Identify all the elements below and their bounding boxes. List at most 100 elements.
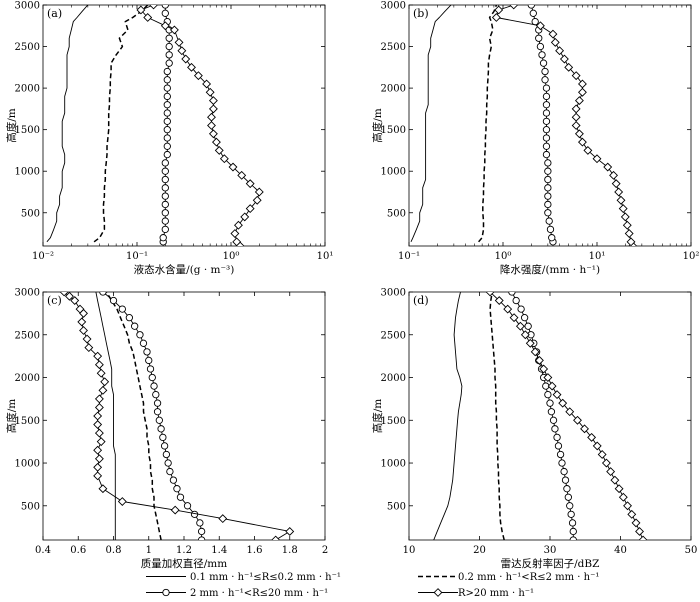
legend-marker — [433, 588, 443, 597]
y-tick-label: 1000 — [381, 459, 406, 470]
series-point — [84, 343, 94, 353]
series-point — [96, 437, 106, 447]
series-point — [240, 212, 250, 222]
x-tick-label: 1.4 — [211, 545, 227, 556]
series-point — [94, 454, 104, 464]
series-point — [611, 179, 621, 189]
series-point — [564, 493, 572, 501]
series-point — [271, 535, 281, 540]
series-point — [610, 475, 620, 485]
y-tick-label: 1500 — [15, 416, 40, 427]
x-tick-label: 50 — [685, 545, 698, 556]
series-point — [161, 192, 169, 200]
y-tick-label: 1000 — [15, 167, 40, 178]
series-2 — [489, 292, 505, 540]
series-point — [618, 204, 628, 214]
series-point — [161, 167, 169, 175]
y-tick-label: 2000 — [381, 84, 406, 95]
series-point — [544, 159, 552, 167]
series-point — [212, 137, 221, 147]
series-point — [164, 459, 172, 467]
series-point — [59, 292, 69, 297]
x-tick-label: 30 — [544, 545, 557, 556]
series-point — [574, 129, 584, 139]
series-point — [542, 142, 551, 150]
series-point — [558, 459, 566, 467]
series-point — [592, 441, 602, 451]
series-point — [547, 381, 557, 391]
series-point — [161, 175, 169, 184]
y-tick-label: 1500 — [381, 416, 406, 427]
series-point — [542, 134, 551, 142]
series-point — [561, 476, 570, 484]
y-axis-label: 高度/m — [5, 399, 18, 434]
series-point — [551, 425, 559, 433]
series-point — [173, 485, 181, 493]
series-point — [559, 54, 569, 64]
series-point — [542, 92, 551, 101]
series-point — [79, 326, 88, 335]
plot-frame — [42, 4, 326, 247]
x-tick-label: 40 — [614, 545, 627, 556]
chart-panel-c: 500 1000 1500 2000 2500 3000 0.4 0.6 0.8 1 1.2 1.4 1… — [5, 288, 328, 571]
panel-label: (c) — [47, 294, 62, 307]
series-point — [237, 170, 247, 180]
series-point — [568, 519, 577, 527]
series-point — [245, 179, 255, 189]
series-point — [614, 484, 624, 494]
y-tick-label: 2000 — [15, 373, 40, 384]
y-tick-label: 500 — [387, 501, 406, 512]
series-point — [146, 365, 155, 373]
series-line — [105, 292, 162, 540]
series-point — [544, 184, 552, 192]
series-point — [569, 527, 577, 536]
series-point — [515, 321, 525, 331]
y-tick-label: 500 — [21, 501, 40, 512]
y-tick-label: 2500 — [15, 42, 40, 53]
legend-item-2: 0.2 mm · h⁻¹<R≤2 mm · h⁻¹ — [418, 572, 599, 583]
series-line — [95, 292, 116, 540]
series-point — [163, 92, 171, 101]
series-point — [93, 351, 103, 361]
x-tick-label: 10⁻² — [32, 251, 54, 262]
series-point — [539, 364, 549, 374]
series-point — [161, 159, 169, 167]
series-point — [148, 373, 156, 382]
series-point — [547, 408, 556, 416]
series-point — [539, 59, 548, 67]
series-point — [254, 187, 264, 197]
x-tick-label: 1.2 — [176, 545, 192, 556]
series-line — [140, 5, 260, 246]
series-point — [169, 476, 178, 484]
y-tick-label: 3000 — [15, 1, 40, 12]
series-point — [153, 408, 162, 416]
legend-item-3: 2 mm · h⁻¹<R≤20 mm · h⁻¹ — [146, 588, 328, 599]
x-tick-label: 10⁰ — [495, 251, 512, 262]
y-tick-label: 1000 — [15, 459, 40, 470]
series-point — [93, 462, 103, 472]
series-point — [117, 497, 127, 506]
y-axis-label: 高度/m — [5, 108, 18, 143]
series-point — [531, 17, 539, 26]
series-point — [583, 145, 593, 155]
series-point — [93, 411, 103, 421]
series-4 — [485, 292, 648, 540]
series-point — [509, 5, 519, 10]
series-point — [592, 154, 602, 164]
series-point — [143, 348, 151, 356]
series-point — [70, 296, 80, 305]
series-point — [208, 129, 218, 139]
series-point — [609, 170, 618, 180]
y-tick-label: 500 — [21, 208, 40, 219]
series-point — [597, 450, 607, 459]
series-2 — [105, 292, 162, 540]
series-point — [556, 450, 565, 459]
x-tick-label: 1.6 — [247, 545, 263, 556]
series-point — [96, 368, 106, 378]
x-tick-label: 0.4 — [35, 545, 51, 556]
series-point — [149, 5, 158, 10]
series-4 — [491, 5, 638, 246]
series-point — [534, 355, 544, 365]
series-point — [563, 485, 571, 493]
series-point — [623, 501, 632, 511]
